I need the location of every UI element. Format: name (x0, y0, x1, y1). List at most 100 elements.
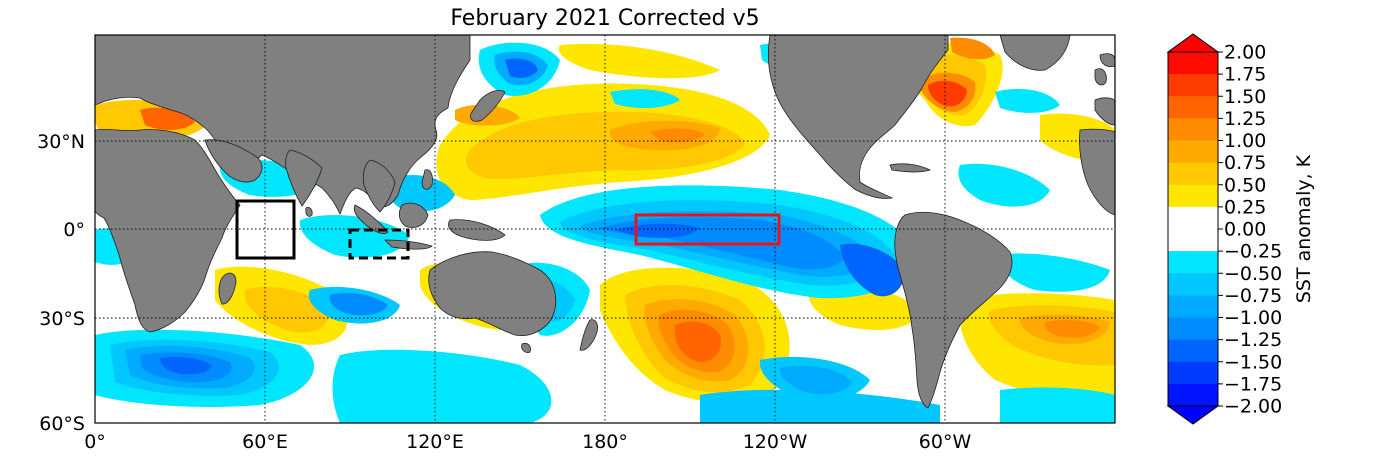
y-tick-label: 30°S (39, 308, 85, 330)
colorbar-band (1168, 295, 1218, 318)
gridlines (95, 35, 1115, 423)
x-tick-label: 60°W (919, 431, 972, 453)
land-uk (1094, 68, 1107, 86)
colorbar-tick-label: 1.50 (1224, 86, 1266, 108)
land-cuba (889, 163, 932, 173)
x-tick-label: 180° (582, 431, 628, 453)
colorbar-tick-label: −1.50 (1224, 351, 1282, 373)
nino34-box (634, 213, 781, 246)
land-south-america (894, 211, 1013, 409)
colorbar-tick-label: −1.75 (1224, 373, 1282, 395)
land-africa (95, 129, 241, 333)
x-tick-label: 0° (84, 431, 106, 453)
y-tick-label: 0° (63, 219, 85, 241)
colorbar-tick-labels: 2.001.751.501.251.000.750.500.250.00−0.2… (1218, 42, 1282, 418)
anomaly-contour (160, 356, 212, 375)
anomaly-contour (928, 80, 967, 107)
colorbar-band (1168, 184, 1218, 208)
colorbar-tick-label: −1.25 (1224, 329, 1282, 351)
colorbar-tick-label: 1.75 (1224, 64, 1266, 86)
region-boxes (235, 199, 781, 260)
colorbar-tick-label: 1.00 (1224, 130, 1266, 152)
land-borneo (398, 202, 429, 228)
land-sri-lanka (305, 207, 313, 217)
western-indian-ocean-box (235, 199, 296, 260)
colorbar-tick-label: 0.00 (1224, 219, 1266, 241)
anomaly-contour (558, 43, 720, 79)
colorbar-band (1168, 339, 1218, 363)
land-new-zealand (579, 319, 598, 351)
land-masses (95, 35, 1115, 409)
colorbar-band (1168, 273, 1218, 296)
colorbar-tick-label: 0.25 (1224, 196, 1266, 218)
colorbar-band (1168, 361, 1218, 385)
land-madagascar (218, 272, 237, 305)
y-axis-tick-labels: 30°N 0° 30°S 60°S (37, 131, 85, 435)
colorbar-tick-label: −2.00 (1224, 396, 1282, 418)
y-tick-label: 60°S (39, 413, 85, 435)
colorbar-band (1168, 52, 1218, 75)
anomaly-field (95, 37, 1115, 423)
land-arabia (204, 139, 263, 183)
land-australia (428, 251, 557, 337)
colorbar-tick-label: −0.50 (1224, 263, 1282, 285)
colorbar-max-extension (1166, 33, 1220, 53)
land-japan (470, 90, 506, 122)
colorbar-min-extension (1166, 405, 1220, 425)
y-tick-label: 30°N (37, 131, 85, 153)
anomaly-contour (332, 349, 552, 423)
colorbar-band (1168, 96, 1218, 119)
x-tick-label: 120°W (743, 431, 808, 453)
anomaly-contour (999, 253, 1110, 292)
land-north-america (767, 35, 949, 199)
colorbar-tick-label: −0.75 (1224, 285, 1282, 307)
land-west-africa (1079, 128, 1115, 216)
anomaly-contour (950, 37, 995, 60)
anomaly-contour (610, 89, 680, 109)
land-tasmania (521, 343, 531, 353)
land-new-guinea (448, 219, 506, 241)
figure-title: February 2021 Corrected v5 (450, 6, 759, 31)
colorbar-band (1168, 162, 1218, 186)
land-india (285, 149, 323, 207)
x-axis-tick-labels: 0° 60°E 120°E 180° 120°W 60°W (84, 431, 971, 453)
anomaly-contour (1044, 319, 1100, 338)
anomaly-contour (1000, 387, 1115, 423)
colorbar-band (1168, 383, 1218, 407)
map-panel (95, 35, 1115, 423)
anomaly-contour (958, 163, 1050, 207)
colorbar-band (1168, 140, 1218, 164)
anomaly-contour (995, 88, 1060, 113)
anomaly-contour (245, 286, 329, 333)
colorbar-tick-label: −0.25 (1224, 241, 1282, 263)
colorbar-tick-label: 0.75 (1224, 152, 1266, 174)
anomaly-contour (329, 293, 388, 316)
land-philippines (421, 169, 433, 190)
eastern-indian-ocean-box (348, 228, 410, 260)
colorbar-tick-label: −1.00 (1224, 307, 1282, 329)
colorbar-band (1168, 229, 1218, 252)
colorbar-tick-label: 2.00 (1224, 42, 1266, 64)
land-sumatra (353, 204, 389, 234)
colorbar-label: SST anomaly, K (1293, 154, 1315, 303)
colorbar-band (1168, 74, 1218, 97)
anomaly-contour (675, 321, 721, 362)
land-iberia-west (1094, 97, 1115, 126)
map-frame (94, 34, 1116, 424)
colorbar-tick-label: 0.50 (1224, 174, 1266, 196)
colorbar: 2.001.751.501.251.000.750.500.250.00−0.2… (1166, 33, 1315, 425)
anomaly-contour (650, 128, 705, 143)
land-indochina (362, 159, 396, 213)
colorbar-bands (1168, 52, 1218, 407)
anomaly-contour (840, 243, 905, 297)
colorbar-band (1168, 118, 1218, 141)
colorbar-band (1168, 206, 1218, 230)
land-greenland (999, 35, 1071, 71)
x-tick-label: 120°E (406, 431, 464, 453)
colorbar-tick-label: 1.25 (1224, 108, 1266, 130)
anomaly-contour (505, 58, 538, 78)
x-tick-label: 60°E (242, 431, 288, 453)
colorbar-band (1168, 317, 1218, 341)
land-iceland (1099, 53, 1115, 67)
